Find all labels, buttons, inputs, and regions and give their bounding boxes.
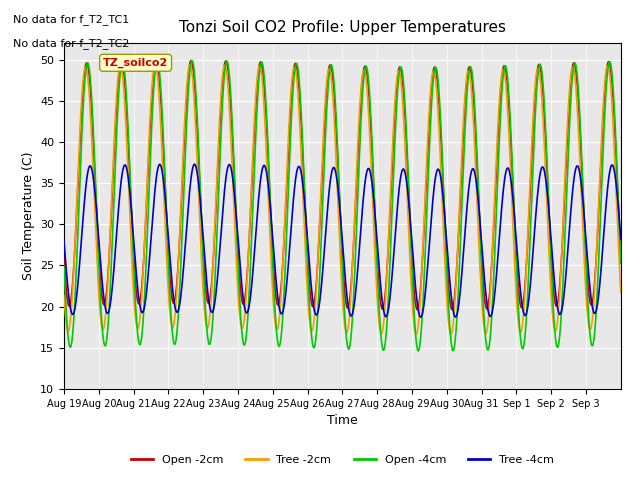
Title: Tonzi Soil CO2 Profile: Upper Temperatures: Tonzi Soil CO2 Profile: Upper Temperatur… xyxy=(179,20,506,35)
Y-axis label: Soil Temperature (C): Soil Temperature (C) xyxy=(22,152,35,280)
Text: No data for f_T2_TC2: No data for f_T2_TC2 xyxy=(13,38,129,49)
X-axis label: Time: Time xyxy=(327,414,358,427)
Legend: Open -2cm, Tree -2cm, Open -4cm, Tree -4cm: Open -2cm, Tree -2cm, Open -4cm, Tree -4… xyxy=(126,451,559,469)
Text: TZ_soilco2: TZ_soilco2 xyxy=(103,58,168,68)
Text: No data for f_T2_TC1: No data for f_T2_TC1 xyxy=(13,14,129,25)
